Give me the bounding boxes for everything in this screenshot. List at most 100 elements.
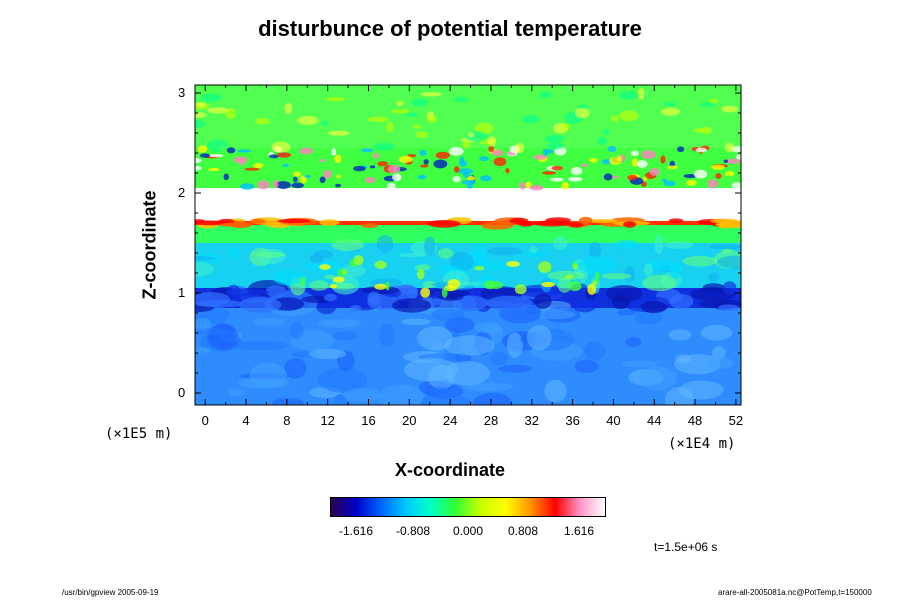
wave-upper	[244, 167, 260, 171]
eddy-plume	[541, 281, 555, 288]
eddy-band	[702, 283, 726, 293]
eddy-lower	[379, 323, 395, 348]
x-tick-label: 4	[242, 413, 250, 428]
eddy-upper	[462, 140, 471, 149]
eddy-cyan	[642, 274, 677, 292]
wave-upper	[611, 175, 619, 179]
eddy-upper	[546, 142, 565, 150]
x-axis-label: X-coordinate	[394, 460, 505, 480]
eddy-cyan	[682, 255, 718, 267]
eddy-cyan	[708, 272, 720, 282]
eddy-upper	[412, 124, 422, 129]
wave-upper	[724, 171, 735, 177]
eddy-plume	[489, 281, 503, 290]
wave-upper	[491, 149, 504, 157]
eddy-upper	[207, 139, 228, 152]
eddy-cyan	[309, 280, 329, 291]
wave-upper	[505, 167, 510, 174]
wave-upper	[488, 145, 495, 153]
wave-upper	[542, 171, 557, 175]
wave-red	[277, 218, 312, 224]
eddy-cyan	[664, 241, 694, 249]
eddy-plume	[443, 285, 457, 292]
x-unit-label: (×1E4 m)	[668, 436, 736, 452]
eddy-cyan	[272, 270, 305, 286]
eddy-upper	[699, 102, 716, 107]
eddy-band	[239, 297, 282, 313]
wave-upper	[642, 176, 647, 182]
eddy-plume	[441, 287, 448, 298]
eddy-lower	[332, 331, 359, 341]
colorbar-tick-label: 0.000	[452, 524, 484, 538]
colorbar-tick-label: 1.616	[563, 524, 595, 538]
x-tick-label: 40	[606, 413, 621, 428]
wave-upper	[731, 182, 741, 189]
eddy-lower	[253, 318, 286, 326]
wave-upper	[398, 155, 413, 163]
eddy-lower	[533, 309, 576, 320]
eddy-cyan	[708, 244, 741, 250]
eddy-lower	[290, 321, 304, 340]
wave-upper	[369, 165, 376, 169]
eddy-upper	[545, 134, 565, 144]
chart-title: disturbunce of potential temperature	[258, 16, 642, 41]
wave-upper	[607, 145, 617, 153]
wave-upper	[479, 156, 489, 162]
eddy-plume	[374, 260, 387, 270]
eddy-lower	[634, 309, 662, 325]
eddy-cyan	[424, 236, 436, 256]
wave-upper	[240, 183, 255, 190]
eddy-upper	[574, 107, 590, 119]
wave-upper	[735, 154, 741, 160]
x-tick-label: 32	[524, 413, 540, 428]
wave-upper	[353, 165, 366, 172]
wave-upper	[282, 163, 290, 168]
eddy-lower	[284, 357, 307, 379]
eddy-plume	[587, 283, 597, 295]
wave-upper	[707, 179, 719, 189]
eddy-band	[392, 298, 432, 313]
eddy-upper	[474, 122, 494, 135]
eddy-upper	[225, 108, 236, 120]
eddy-band	[350, 304, 362, 312]
colorbar	[330, 497, 606, 517]
x-tick-label: 12	[320, 413, 335, 428]
eddy-plume	[332, 276, 345, 283]
wave-upper	[457, 168, 474, 175]
wave-upper	[677, 146, 685, 153]
eddy-lower	[544, 379, 567, 403]
wave-upper	[275, 181, 291, 189]
eddy-upper	[610, 115, 619, 122]
wave-upper	[433, 159, 448, 169]
eddy-cyan	[474, 244, 486, 263]
wave-red	[518, 221, 534, 227]
eddy-upper	[487, 136, 497, 147]
eddy-lower	[272, 398, 304, 405]
x-tick-label: 52	[728, 413, 744, 428]
eddy-cyan	[324, 274, 336, 280]
eddy-plume	[385, 281, 390, 291]
eddy-upper	[196, 102, 206, 108]
x-tick-label: 20	[402, 413, 417, 428]
eddy-band	[605, 285, 643, 303]
eddy-lower	[712, 346, 726, 360]
eddy-plume	[506, 260, 520, 267]
wave-upper	[461, 179, 477, 186]
x-tick-label: 0	[201, 413, 209, 428]
eddy-cyan	[486, 246, 522, 256]
eddy-lower	[308, 348, 347, 359]
footer-right: arare-all-2005081a.nc@PotTemp,t=150000	[718, 588, 872, 597]
eddy-cyan	[553, 236, 568, 251]
wave-upper	[467, 183, 473, 189]
eddy-cyan	[422, 280, 437, 288]
wave-upper	[419, 149, 427, 157]
eddy-cyan	[588, 241, 602, 259]
wave-upper	[252, 162, 264, 169]
x-tick-label: 16	[361, 413, 376, 428]
wave-upper	[453, 166, 460, 173]
eddy-lower	[625, 336, 642, 348]
eddy-cyan	[376, 234, 394, 253]
wave-upper	[630, 150, 639, 157]
wave-red	[533, 220, 572, 227]
x-tick-label: 28	[483, 413, 499, 428]
